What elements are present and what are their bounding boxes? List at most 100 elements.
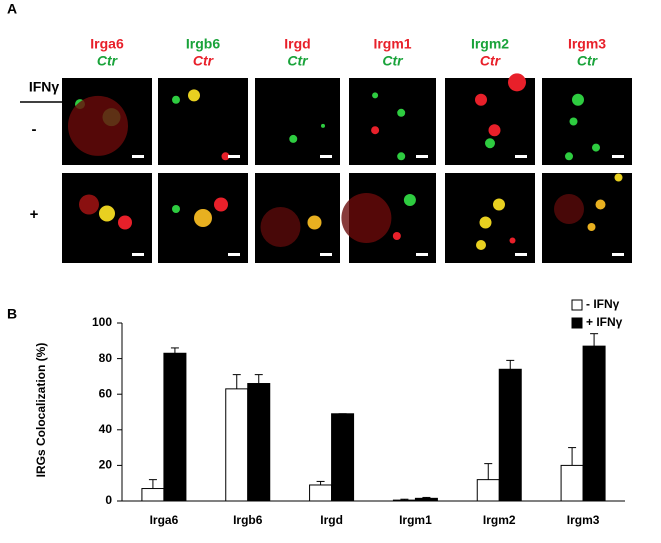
panel-label: A xyxy=(7,1,17,17)
column-marker: Ctr xyxy=(287,53,309,69)
micrograph-signal xyxy=(397,108,406,117)
micrograph-signal xyxy=(392,232,401,240)
micrograph-signal xyxy=(172,205,180,213)
micrograph-signal xyxy=(595,199,606,210)
column-protein: Irga6 xyxy=(90,36,124,52)
scale-bar xyxy=(612,155,624,158)
scale-bar xyxy=(228,253,240,256)
column-protein: Irgm2 xyxy=(471,36,509,52)
micrograph-signal xyxy=(221,152,230,161)
column-protein: Irgd xyxy=(284,36,310,52)
micrograph-signal xyxy=(371,126,380,135)
legend-label: - IFNγ xyxy=(586,297,620,311)
row-label: + xyxy=(30,206,39,223)
x-tick-label: Irgm2 xyxy=(483,513,516,527)
scale-bar xyxy=(416,253,428,256)
panel-label: B xyxy=(7,306,17,322)
y-tick-label: 80 xyxy=(99,351,113,365)
bar xyxy=(141,488,165,502)
y-tick-label: 100 xyxy=(92,315,112,329)
y-tick-label: 40 xyxy=(99,422,113,436)
bar xyxy=(560,464,584,502)
column-marker: Ctr xyxy=(193,53,215,69)
bar xyxy=(309,484,333,502)
column-marker: Ctr xyxy=(480,53,502,69)
micrograph-signal xyxy=(68,95,128,156)
micrograph-signal xyxy=(485,138,495,149)
y-axis-label: IRGs Colocalization (%) xyxy=(34,343,48,478)
micrograph-signal xyxy=(118,215,132,230)
micrograph-signal xyxy=(214,197,228,212)
scale-bar xyxy=(132,155,144,158)
micrograph-signal xyxy=(488,124,501,137)
column-marker: Ctr xyxy=(382,53,404,69)
micrograph-signal xyxy=(194,209,212,227)
micrograph-signal xyxy=(509,237,516,244)
bar xyxy=(225,388,249,502)
column-protein: Irgb6 xyxy=(186,36,220,52)
y-tick-label: 60 xyxy=(99,386,113,400)
micrograph-signal xyxy=(592,143,600,152)
x-tick-label: Irgm3 xyxy=(567,513,600,527)
x-tick-label: Irgb6 xyxy=(233,513,263,527)
micrograph-signal xyxy=(587,223,596,231)
micrograph-signal xyxy=(479,216,492,229)
micrograph-signal xyxy=(172,95,180,104)
scale-bar xyxy=(228,155,240,158)
column-marker: Ctr xyxy=(577,53,599,69)
scale-bar xyxy=(612,253,624,256)
micrograph-signal xyxy=(572,93,584,106)
micrograph-signal xyxy=(79,194,99,215)
scale-bar xyxy=(132,253,144,256)
scale-bar xyxy=(515,155,527,158)
x-tick-label: Irgm1 xyxy=(399,513,432,527)
micrograph-signal xyxy=(260,207,301,247)
scale-bar xyxy=(515,253,527,256)
micrograph xyxy=(158,78,248,165)
legend-label: + IFNγ xyxy=(586,315,623,329)
bar xyxy=(331,413,355,502)
y-tick-label: 0 xyxy=(105,493,112,507)
column-protein: Irgm3 xyxy=(568,36,606,52)
bar xyxy=(414,497,438,502)
column-protein: Irgm1 xyxy=(373,36,411,52)
micrograph-signal xyxy=(289,134,298,143)
bar xyxy=(476,479,500,502)
micrograph xyxy=(542,78,632,165)
micrograph xyxy=(445,173,535,263)
micrograph-signal xyxy=(188,89,200,102)
column-marker: Ctr xyxy=(97,53,119,69)
legend-swatch xyxy=(571,317,583,329)
scale-bar xyxy=(320,155,332,158)
micrograph xyxy=(445,78,535,165)
row-label: - xyxy=(32,121,37,138)
micrograph xyxy=(542,173,632,263)
micrograph-signal xyxy=(476,240,486,250)
micrograph xyxy=(255,78,340,165)
micrograph-signal xyxy=(493,198,505,211)
micrograph-signal xyxy=(565,152,573,161)
legend-swatch xyxy=(571,299,583,311)
bar xyxy=(582,345,606,502)
x-tick-label: Irga6 xyxy=(150,513,179,527)
micrograph-signal xyxy=(508,73,526,92)
micrograph-signal xyxy=(554,194,584,224)
scale-bar xyxy=(416,155,428,158)
micrograph xyxy=(349,78,436,165)
micrograph-signal xyxy=(372,92,379,99)
micrograph-signal xyxy=(397,152,406,161)
micrograph-signal xyxy=(614,173,623,182)
row-header: IFNγ xyxy=(29,79,60,95)
scale-bar xyxy=(320,253,332,256)
y-tick-label: 20 xyxy=(99,458,113,472)
micrograph-signal xyxy=(569,117,578,126)
micrograph-signal xyxy=(341,193,392,243)
bar xyxy=(392,499,416,502)
x-tick-label: Irgd xyxy=(320,513,343,527)
bar xyxy=(163,352,187,502)
micrograph-signal xyxy=(99,205,115,222)
micrograph-signal xyxy=(307,215,322,230)
bar xyxy=(498,368,522,502)
micrograph-signal xyxy=(321,123,325,128)
